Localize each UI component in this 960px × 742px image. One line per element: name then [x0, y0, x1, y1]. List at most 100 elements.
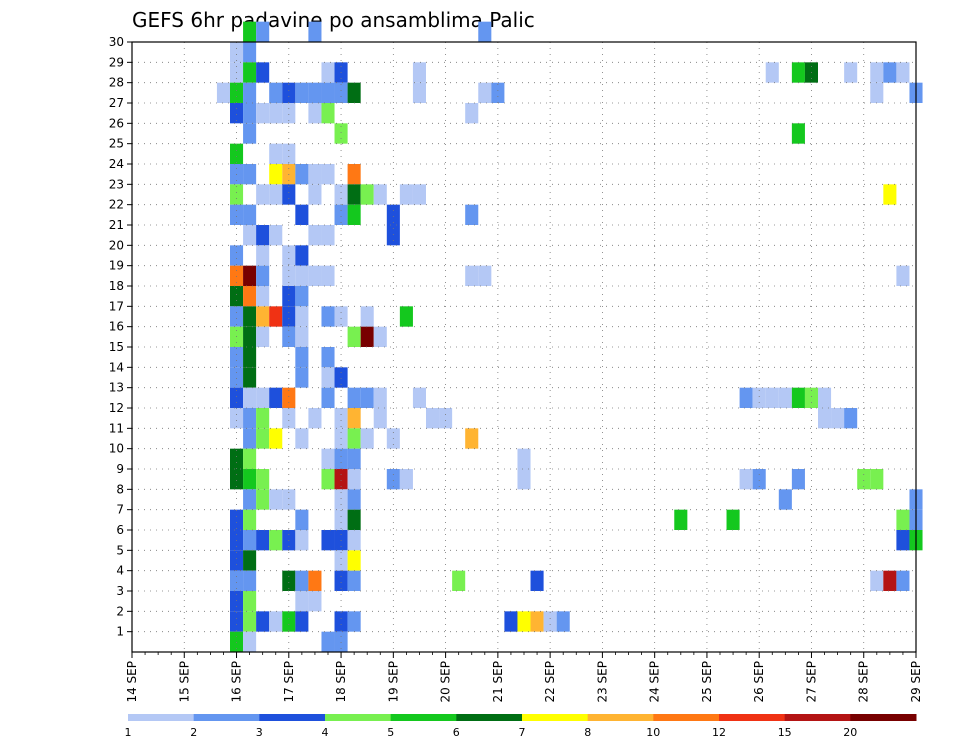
- y-tick-label: 14: [109, 360, 124, 374]
- y-tick-label: 17: [109, 299, 124, 313]
- heatmap-cell: [282, 570, 296, 591]
- heatmap-cell: [334, 123, 348, 144]
- heatmap-cell: [230, 570, 244, 591]
- heatmap-cell: [321, 387, 335, 408]
- x-tick-label: 29 SEP: [909, 661, 923, 703]
- y-tick-label: 19: [109, 259, 124, 273]
- x-tick-label: 28 SEP: [857, 661, 871, 703]
- heatmap-cell: [256, 103, 270, 124]
- heatmap-cell: [230, 42, 244, 63]
- heatmap-cell: [295, 265, 309, 286]
- heatmap-cell: [243, 326, 257, 347]
- heatmap-cell: [308, 82, 322, 103]
- heatmap-cell: [243, 62, 257, 83]
- colorbar: 1 2 3 4 5 6 7 8 10 12 15 20: [125, 714, 917, 739]
- heatmap-cell: [543, 611, 557, 632]
- heatmap-cell: [347, 408, 361, 429]
- heatmap-cell: [243, 469, 257, 490]
- heatmap-cell: [844, 408, 858, 429]
- colorbar-swatch: [784, 714, 851, 721]
- heatmap-cell: [412, 184, 426, 205]
- heatmap-cell: [230, 143, 244, 164]
- y-tick-label: 16: [109, 320, 124, 334]
- x-tick-label: 20 SEP: [439, 661, 453, 703]
- heatmap-cell: [674, 509, 688, 530]
- heatmap-cell: [295, 164, 309, 185]
- y-tick-label: 26: [109, 116, 124, 130]
- heatmap-cell: [243, 42, 257, 63]
- heatmap-cell: [765, 62, 779, 83]
- heatmap-cell: [243, 347, 257, 368]
- heatmap-cell: [386, 469, 400, 490]
- heatmap-cell: [230, 611, 244, 632]
- heatmap-cell: [373, 184, 387, 205]
- colorbar-label: 5: [387, 726, 394, 739]
- heatmap-cell: [347, 611, 361, 632]
- heatmap-cell: [230, 591, 244, 612]
- heatmap-cell: [216, 82, 230, 103]
- heatmap-cell: [282, 245, 296, 266]
- heatmap-cell: [465, 265, 479, 286]
- y-tick-label: 5: [116, 543, 124, 557]
- heatmap-cell: [321, 469, 335, 490]
- x-tick-label: 15 SEP: [177, 661, 191, 703]
- heatmap-cell: [243, 428, 257, 449]
- heatmap-cell: [269, 306, 283, 327]
- heatmap-cell: [308, 408, 322, 429]
- heatmap-cell: [230, 509, 244, 530]
- heatmap-cell: [739, 469, 753, 490]
- x-tick-label: 26 SEP: [752, 661, 766, 703]
- y-tick-label: 23: [109, 177, 124, 191]
- heatmap-cell: [295, 611, 309, 632]
- heatmap-cell: [347, 326, 361, 347]
- heatmap-cell: [308, 570, 322, 591]
- heatmap-cell: [269, 164, 283, 185]
- heatmap-cell: [230, 286, 244, 307]
- heatmap-cell: [243, 265, 257, 286]
- heatmap-cell: [243, 21, 257, 42]
- heatmap-cell: [778, 387, 792, 408]
- y-tick-label: 30: [109, 35, 124, 49]
- heatmap-cell: [883, 570, 897, 591]
- heatmap-cell: [739, 387, 753, 408]
- heatmap-cell: [321, 530, 335, 551]
- heatmap-cell: [269, 530, 283, 551]
- heatmap-cell: [439, 408, 453, 429]
- heatmap-cell: [752, 387, 766, 408]
- heatmap-cell: [243, 103, 257, 124]
- heatmap-cell: [347, 530, 361, 551]
- heatmap-cell: [347, 82, 361, 103]
- heatmap-cell: [321, 103, 335, 124]
- heatmap-cell: [256, 62, 270, 83]
- heatmap-cell: [243, 611, 257, 632]
- y-tick-label: 4: [116, 564, 124, 578]
- heatmap-cell: [256, 326, 270, 347]
- heatmap-cell: [282, 265, 296, 286]
- heatmap-cell: [321, 448, 335, 469]
- heatmap-cell: [334, 367, 348, 388]
- heatmap-cell: [334, 408, 348, 429]
- heatmap-cell: [347, 448, 361, 469]
- heatmap-cell: [243, 164, 257, 185]
- heatmap-cell: [373, 326, 387, 347]
- heatmap-cell: [334, 570, 348, 591]
- heatmap-cell: [282, 286, 296, 307]
- heatmap-cell: [321, 265, 335, 286]
- heatmap-cell: [791, 469, 805, 490]
- heatmap-cell: [791, 123, 805, 144]
- heatmap-cell: [556, 611, 570, 632]
- heatmap-cell: [478, 265, 492, 286]
- y-tick-label: 28: [109, 76, 124, 90]
- heatmap-cell: [282, 489, 296, 510]
- colorbar-label: 6: [453, 726, 460, 739]
- heatmap-cell: [726, 509, 740, 530]
- heatmap-cell: [282, 306, 296, 327]
- heatmap-cell: [321, 164, 335, 185]
- heatmap-cell: [230, 387, 244, 408]
- heatmap-cell: [295, 570, 309, 591]
- colorbar-swatch: [128, 714, 195, 721]
- heatmap-cell: [818, 387, 832, 408]
- y-tick-label: 21: [109, 218, 124, 232]
- heatmap-cell: [256, 225, 270, 246]
